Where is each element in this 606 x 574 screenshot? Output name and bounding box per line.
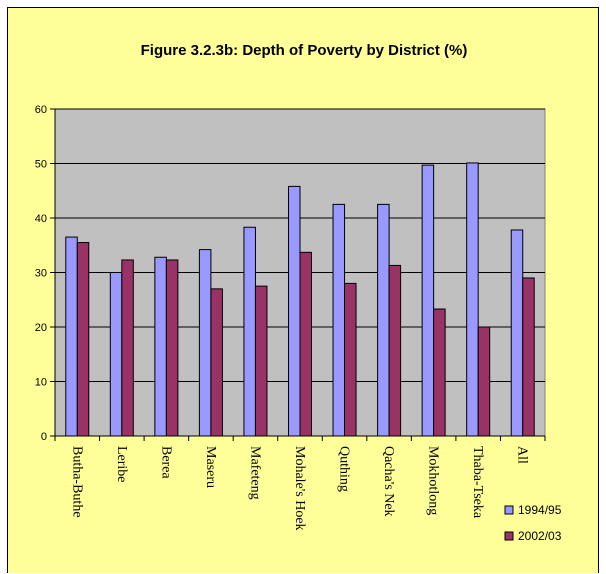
category-label: All bbox=[515, 446, 530, 464]
bar-2002-03-5 bbox=[299, 251, 312, 437]
bar-1994-95-2 bbox=[154, 256, 167, 437]
chart-frame: Figure 3.2.3b: Depth of Poverty by Distr… bbox=[7, 7, 599, 573]
bar-1994-95-5 bbox=[288, 185, 301, 437]
category-label: Butha-Buthe bbox=[69, 446, 84, 518]
bar-2002-03-6 bbox=[344, 282, 357, 437]
bar-2002-03-2 bbox=[165, 259, 179, 437]
category-label: Qacha's Nek bbox=[381, 446, 396, 517]
gridlines bbox=[55, 108, 545, 382]
category-label: Berea bbox=[158, 446, 173, 479]
category-label: Mafeteng bbox=[247, 446, 262, 500]
legend-swatch bbox=[504, 505, 514, 515]
y-tick-label: 20 bbox=[35, 322, 47, 334]
bar-2002-03-7 bbox=[388, 264, 402, 437]
bar-1994-95-0 bbox=[65, 236, 78, 437]
bar-1994-95-7 bbox=[377, 203, 390, 437]
y-tick-label: 50 bbox=[35, 159, 47, 171]
y-tick-label: 60 bbox=[35, 104, 47, 116]
bar-1994-95-10 bbox=[510, 229, 524, 437]
bar-2002-03-1 bbox=[121, 259, 134, 437]
legend: 1994/95 2002/03 bbox=[504, 503, 562, 543]
category-label: Mohale's Hoek bbox=[292, 446, 307, 531]
bar-2002-03-9 bbox=[477, 326, 491, 437]
y-tick-label: 30 bbox=[35, 268, 47, 280]
category-label: Thaba-Tseka bbox=[470, 446, 485, 519]
y-tick-label: 0 bbox=[41, 431, 47, 443]
bar-2002-03-10 bbox=[522, 277, 535, 437]
bar-2002-03-3 bbox=[210, 288, 223, 437]
category-label: Mokhotlong bbox=[426, 446, 441, 515]
bar-1994-95-4 bbox=[243, 226, 256, 437]
axes: 0 10 20 30 40 50 60 Butha-Buthe Leribe Berea Maser… bbox=[35, 104, 546, 531]
bar-1994-95-3 bbox=[198, 249, 212, 437]
bar-1994-95-9 bbox=[466, 162, 479, 437]
y-tick-label: 40 bbox=[35, 213, 47, 225]
bar-1994-95-8 bbox=[421, 164, 435, 437]
category-label: Leribe bbox=[114, 446, 129, 483]
chart-title: Figure 3.2.3b: Depth of Poverty by Distr… bbox=[141, 42, 468, 59]
category-label: Quthing bbox=[337, 446, 352, 492]
bar-2002-03-8 bbox=[433, 308, 446, 437]
bar-1994-95-1 bbox=[109, 272, 123, 437]
category-label: Maseru bbox=[203, 446, 218, 488]
y-tick-label: 10 bbox=[35, 377, 47, 389]
legend-label: 1994/95 bbox=[518, 503, 562, 517]
legend-swatch bbox=[504, 531, 514, 541]
bar-2002-03-0 bbox=[76, 242, 90, 437]
bars bbox=[65, 162, 535, 437]
legend-label: 2002/03 bbox=[518, 529, 562, 543]
bar-2002-03-4 bbox=[254, 285, 268, 437]
bar-1994-95-6 bbox=[332, 203, 346, 437]
chart-svg: Figure 3.2.3b: Depth of Poverty by Distr… bbox=[35, 42, 562, 543]
